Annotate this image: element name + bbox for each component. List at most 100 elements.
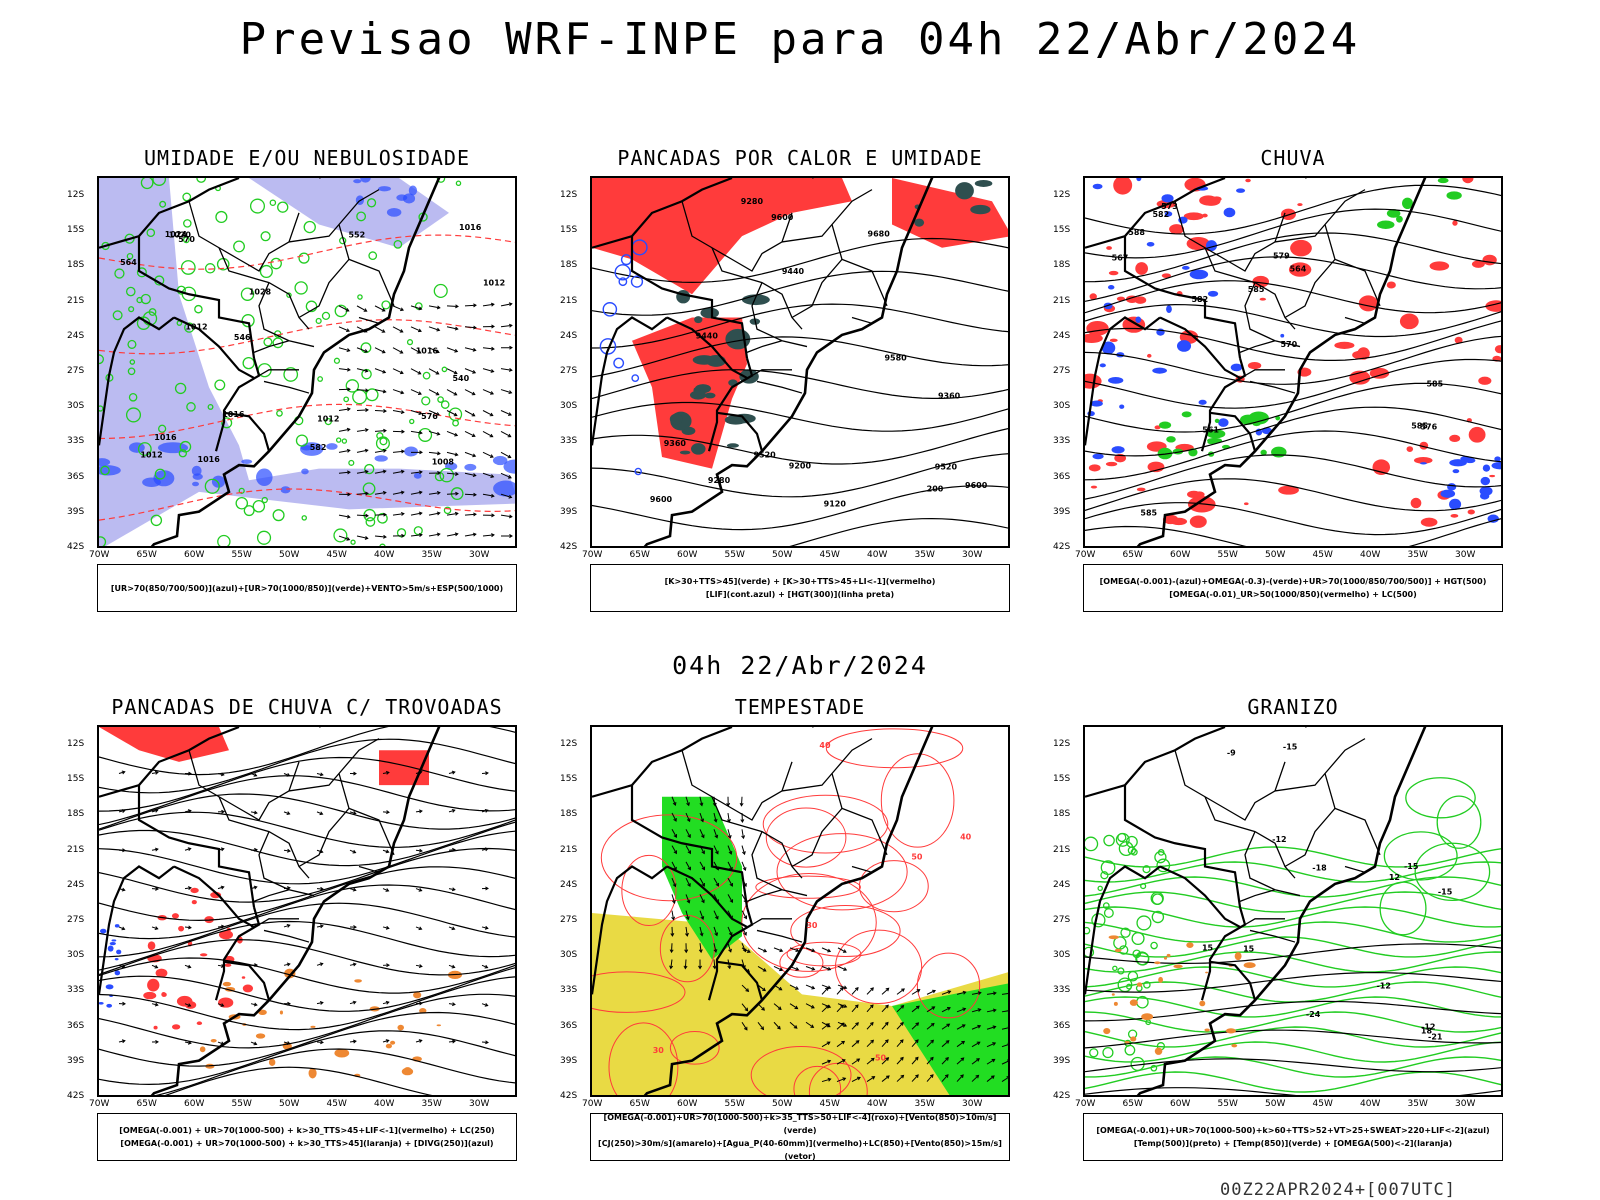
panel-title: CHUVA <box>1260 146 1326 170</box>
streamline-arrow-head <box>353 771 357 776</box>
streamline-arrow-head <box>352 1039 357 1044</box>
streamline-arrow <box>481 809 488 813</box>
streamline-arrow-head <box>319 772 324 777</box>
wind-vector <box>911 1074 919 1082</box>
temp850-contour <box>1085 846 1501 868</box>
wind-vector-head <box>347 492 351 497</box>
red-thunder <box>210 891 222 899</box>
country-border <box>99 178 240 249</box>
streamline <box>99 976 515 1031</box>
wind-vector <box>671 845 677 854</box>
blue-rain <box>1111 446 1125 454</box>
streamline-arrow-head <box>253 1002 258 1007</box>
green-humidity-contour <box>421 396 431 406</box>
hgt300-contour <box>592 401 1008 432</box>
streamline-arrow <box>448 964 455 968</box>
red-thunder <box>171 1024 181 1030</box>
wind-vector-head <box>900 1004 905 1009</box>
wind-vector-head <box>1007 1009 1008 1010</box>
wind-vector-head <box>436 412 441 416</box>
wind-vector <box>941 990 951 995</box>
red-rain <box>1358 295 1378 312</box>
hgt-label: 9600 <box>771 213 794 222</box>
wind-vector-head <box>1007 1026 1008 1027</box>
lat-tick-label: 30S <box>67 401 85 412</box>
lon-tick-label: 45W <box>326 1099 347 1109</box>
wind-vector-head <box>842 1077 847 1081</box>
streamline-arrow-head <box>386 810 390 815</box>
green-humidity-contour <box>128 393 138 402</box>
wind-vector-head <box>762 968 767 972</box>
streamline-arrow-head <box>253 1041 258 1046</box>
wind-vector-head <box>471 391 476 396</box>
country-border <box>630 236 749 359</box>
green-humidity-contour <box>341 438 348 444</box>
state-border <box>711 247 803 330</box>
wind-vector-head <box>842 949 847 953</box>
wind-vector <box>670 959 673 969</box>
wind-vector-head <box>712 802 717 807</box>
teal-instability <box>669 413 683 425</box>
temp-label: -18 <box>1312 863 1327 872</box>
map-base <box>1085 178 1427 546</box>
wind-vector <box>896 1039 904 1048</box>
wind-vector <box>464 430 476 437</box>
wind-vector <box>971 1025 981 1030</box>
wind-vector-head <box>728 932 733 937</box>
wind-vector <box>713 812 717 822</box>
wind-vector-head <box>701 866 706 871</box>
streamline-arrow <box>415 964 422 967</box>
red-rain <box>1452 220 1458 226</box>
temp850-contour <box>1085 1011 1501 1033</box>
coastline <box>150 178 441 546</box>
streamline-arrow <box>217 886 224 890</box>
wind-vector <box>713 959 716 969</box>
wind-vector-head <box>473 303 477 308</box>
wind-vector <box>374 305 386 312</box>
streamline-arrow-head <box>220 885 225 890</box>
wind-vector-head <box>795 986 799 990</box>
blue-rain <box>1176 340 1192 352</box>
green-humidity-contour <box>129 359 136 365</box>
streamline-arrow-head <box>352 849 357 854</box>
red-rain <box>1086 320 1109 336</box>
orange-thunder <box>413 991 422 999</box>
temp-label: -15 <box>1438 887 1453 896</box>
green-rain <box>1245 416 1253 423</box>
temp850-contour <box>1125 835 1138 848</box>
green-rain <box>1402 197 1413 210</box>
hgt500-contour <box>1085 406 1501 457</box>
wind-vector-head <box>729 882 733 887</box>
wind-vector-head <box>713 949 718 953</box>
hgt-label: 9440 <box>782 267 805 276</box>
wind-vector-head <box>383 428 387 433</box>
streamline-arrow <box>382 926 389 929</box>
streamline-arrow <box>118 771 125 774</box>
wind-vector <box>685 877 691 887</box>
hgt-label: 9600 <box>650 495 673 504</box>
wind-vector <box>821 947 831 952</box>
wind-vector <box>727 829 731 839</box>
red-thunder <box>199 953 208 957</box>
wind-vector-head <box>472 473 477 478</box>
streamline-arrow <box>118 964 125 968</box>
wind-vector-head <box>471 412 476 417</box>
red-rain <box>1489 474 1496 478</box>
green-humidity-contour <box>256 530 272 545</box>
wind-vector <box>338 347 350 352</box>
wind-vector <box>410 534 422 537</box>
green-humidity-contour <box>112 310 123 321</box>
wind-vector-head <box>472 370 477 374</box>
country-border <box>214 906 261 1001</box>
wind-vector-head <box>855 1040 860 1044</box>
lon-tick-label: 30W <box>469 550 490 560</box>
red-rain <box>1161 273 1171 279</box>
teal-instability <box>955 182 974 200</box>
streamline-arrow <box>217 773 224 776</box>
blue-rain <box>1099 363 1106 368</box>
lon-tick-label: 70W <box>1075 1099 1096 1109</box>
orange-omega <box>1234 952 1242 961</box>
wind-vector-head <box>727 965 732 970</box>
wind-vector <box>338 535 350 541</box>
hgt500-contour <box>1085 502 1501 536</box>
